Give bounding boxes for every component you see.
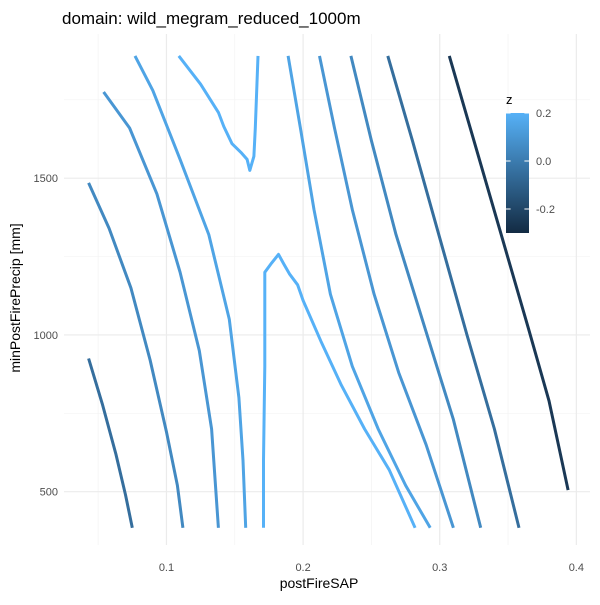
x-axis-label: postFireSAP [280,575,359,591]
grid-layer [64,34,590,545]
contour-line-7 [286,55,432,529]
chart-title: domain: wild_megram_reduced_1000m [62,9,361,28]
y-tick-labels: 500 1000 1500 [34,173,58,498]
contour-line-8 [318,55,455,529]
legend: z 0.2 0.0 -0.2 [506,92,555,233]
y-axis-label: minPostFirePrecip [mm] [7,223,23,372]
contour-line-11 [447,55,570,491]
y-tick-label: 1500 [34,173,58,185]
contour-line-2 [87,182,185,528]
contour-layer [87,54,570,529]
x-tick-labels: 0.1 0.2 0.3 0.4 [159,562,584,574]
colorbar [506,113,529,233]
contour-line-9 [349,55,483,529]
contour-line-3 [102,91,220,528]
legend-title: z [506,92,513,107]
y-tick-label: 1000 [34,330,58,342]
contour-line-6 [262,252,417,529]
colorbar-tick-label: 0.2 [536,108,551,120]
legend-ticks: 0.2 0.0 -0.2 [506,108,555,216]
x-tick-label: 0.1 [159,562,174,574]
contour-line-4 [133,55,248,528]
x-tick-label: 0.4 [569,562,584,574]
colorbar-tick-label: 0.0 [536,156,551,168]
y-tick-label: 500 [40,487,58,499]
colorbar-tick-label: -0.2 [536,204,555,216]
contour-line-10 [386,55,521,529]
contour-line-5 [177,54,260,172]
x-tick-label: 0.3 [432,562,447,574]
x-tick-label: 0.2 [295,562,310,574]
contour-line-1 [87,358,134,529]
